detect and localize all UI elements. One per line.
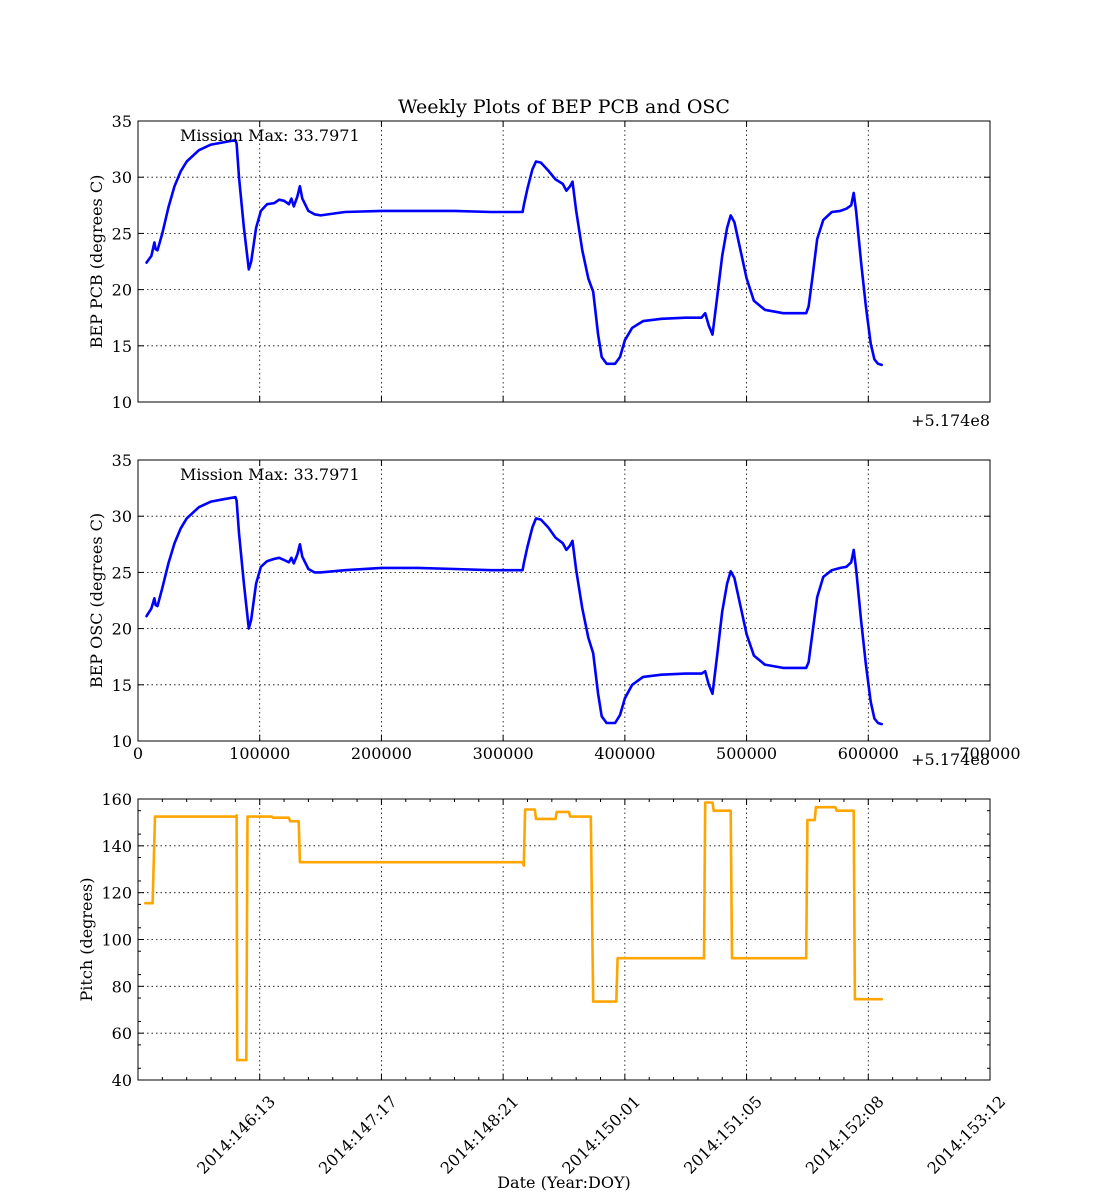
pitch-xtick-label: 2014:153:12 — [923, 1092, 1009, 1178]
osc-xtick-label: 500000 — [716, 744, 777, 763]
pitch-axes-frame — [137, 798, 991, 1081]
pitch-ytick-label: 140 — [101, 837, 132, 856]
pitch-ytick-label: 40 — [112, 1071, 132, 1090]
osc-series-line — [145, 495, 883, 726]
osc-ylabel: BEP OSC (degrees C) — [87, 513, 106, 688]
osc-xtick-label: 700000 — [959, 744, 1020, 763]
pitch-ytick-label: 120 — [101, 884, 132, 903]
osc-ytick-label: 20 — [112, 620, 132, 639]
pitch-ytick-label: 80 — [112, 977, 132, 996]
pitch-series-line — [144, 801, 883, 1062]
osc-xtick-label: 0 — [133, 744, 143, 763]
chart-title: Weekly Plots of BEP PCB and OSC — [398, 96, 730, 118]
osc-ytick-label: 30 — [112, 507, 132, 526]
osc-panel: 0 100000 200000 300000 400000 500000 600000 700… — [87, 451, 1021, 769]
pitch-ytick-label: 60 — [112, 1024, 132, 1043]
osc-mission-max-annotation: Mission Max: 33.7971 — [180, 465, 360, 484]
pcb-axes-frame — [137, 120, 991, 403]
osc-xtick-label: 400000 — [594, 744, 655, 763]
pitch-xtick-label: 2014:146:13 — [193, 1092, 279, 1178]
pitch-xtick-label: 2014:148:21 — [437, 1092, 523, 1178]
pitch-xtick-label: 2014:152:08 — [802, 1092, 888, 1178]
pitch-xtick-label: 2014:147:17 — [315, 1092, 401, 1178]
pcb-series-line — [145, 138, 883, 367]
osc-axes-frame — [137, 459, 991, 742]
pcb-ytick-label: 10 — [112, 393, 132, 412]
pitch-ytick-label: 100 — [101, 931, 132, 950]
pitch-xtick-label: 2014:151:05 — [680, 1092, 766, 1178]
pcb-ytick-label: 20 — [112, 281, 132, 300]
osc-xtick-label: 100000 — [229, 744, 290, 763]
pcb-ylabel: BEP PCB (degrees C) — [87, 175, 106, 349]
pitch-xtick-label: 2014:150:01 — [558, 1092, 644, 1178]
osc-xtick-label: 200000 — [351, 744, 412, 763]
pitch-ytick-label: 160 — [101, 790, 132, 809]
pcb-ytick-label: 35 — [112, 112, 132, 131]
pitch-ylabel: Pitch (degrees) — [77, 878, 96, 1002]
pcb-panel: 10 15 20 25 30 35 BEP PCB (degrees C) Mission M… — [87, 112, 991, 430]
pcb-offset-label: +5.174e8 — [911, 411, 990, 430]
osc-xtick-label: 600000 — [838, 744, 899, 763]
pcb-ytick-label: 15 — [112, 337, 132, 356]
pcb-mission-max-annotation: Mission Max: 33.7971 — [180, 126, 360, 145]
pitch-panel: 2014:146:13 2014:147:17 2014:148:21 2014:15… — [77, 790, 1009, 1192]
osc-offset-label: +5.174e8 — [911, 750, 990, 769]
osc-xtick-label: 300000 — [473, 744, 534, 763]
osc-ytick-label: 15 — [112, 676, 132, 695]
osc-ytick-label: 10 — [112, 732, 132, 751]
pcb-ytick-label: 25 — [112, 224, 132, 243]
pcb-ytick-label: 30 — [112, 168, 132, 187]
osc-ytick-label: 25 — [112, 563, 132, 582]
pitch-xlabel: Date (Year:DOY) — [497, 1173, 631, 1192]
osc-ytick-label: 35 — [112, 451, 132, 470]
